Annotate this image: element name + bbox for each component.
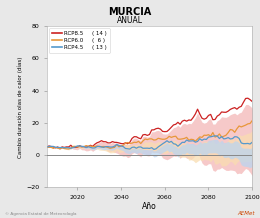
Text: © Agencia Estatal de Meteorología: © Agencia Estatal de Meteorología [5, 212, 77, 216]
Text: MURCIA: MURCIA [108, 7, 152, 17]
Text: AEMet: AEMet [237, 211, 255, 216]
Legend: RCP8.5     ( 14 ), RCP6.0     (  6 ), RCP4.5     ( 13 ): RCP8.5 ( 14 ), RCP6.0 ( 6 ), RCP4.5 ( 13… [49, 28, 109, 53]
X-axis label: Año: Año [142, 201, 157, 211]
Y-axis label: Cambio duración olas de calor (días): Cambio duración olas de calor (días) [18, 56, 23, 158]
Text: ANUAL: ANUAL [117, 16, 143, 25]
